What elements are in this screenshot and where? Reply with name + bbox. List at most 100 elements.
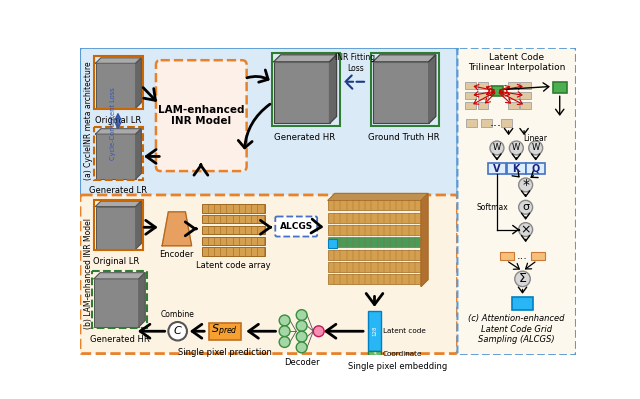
Bar xyxy=(209,323,241,340)
Text: Original LR: Original LR xyxy=(93,257,139,266)
Circle shape xyxy=(518,223,532,237)
Text: ×: × xyxy=(520,223,531,236)
Text: (a) CycleINR meta architecture: (a) CycleINR meta architecture xyxy=(84,62,93,180)
Polygon shape xyxy=(136,58,141,108)
Bar xyxy=(274,62,330,123)
Text: INR Fitting
Loss: INR Fitting Loss xyxy=(335,53,375,73)
Text: Combine: Combine xyxy=(161,310,195,319)
Circle shape xyxy=(279,315,290,326)
Text: Decoder: Decoder xyxy=(284,358,319,367)
Bar xyxy=(477,82,488,89)
Polygon shape xyxy=(94,273,145,279)
Bar xyxy=(94,127,143,180)
Bar xyxy=(466,119,477,127)
Bar xyxy=(367,351,381,358)
Polygon shape xyxy=(136,201,141,249)
Text: Ground Truth HR: Ground Truth HR xyxy=(368,132,440,142)
Circle shape xyxy=(529,141,543,155)
Polygon shape xyxy=(139,273,145,327)
Circle shape xyxy=(279,326,290,337)
Text: Generated HR: Generated HR xyxy=(90,335,149,344)
Polygon shape xyxy=(328,194,428,200)
Bar xyxy=(95,63,136,108)
Bar xyxy=(373,62,429,123)
FancyBboxPatch shape xyxy=(275,217,317,237)
Bar xyxy=(520,102,531,109)
Text: Σ: Σ xyxy=(518,273,527,285)
Text: V: V xyxy=(493,164,500,174)
Bar xyxy=(511,297,533,310)
Bar xyxy=(202,204,265,213)
Circle shape xyxy=(518,200,532,214)
Circle shape xyxy=(313,326,324,337)
Text: W: W xyxy=(512,144,520,152)
Bar xyxy=(500,252,514,261)
Text: Generated LR: Generated LR xyxy=(89,186,147,196)
Bar xyxy=(465,92,476,99)
Text: Single pixel prediction: Single pixel prediction xyxy=(178,348,272,357)
Circle shape xyxy=(279,337,290,348)
Polygon shape xyxy=(330,55,337,123)
Text: 3: 3 xyxy=(372,352,376,357)
Bar xyxy=(481,119,492,127)
Polygon shape xyxy=(162,212,191,246)
Text: W: W xyxy=(532,144,540,152)
Circle shape xyxy=(296,310,307,320)
Bar xyxy=(465,102,476,109)
Bar xyxy=(508,92,518,99)
Circle shape xyxy=(490,141,504,155)
Bar xyxy=(367,311,381,351)
Bar xyxy=(95,207,136,249)
Polygon shape xyxy=(95,201,141,207)
Text: LAM-enhanced
INR Model: LAM-enhanced INR Model xyxy=(157,105,244,126)
Polygon shape xyxy=(95,129,141,134)
Bar xyxy=(328,262,421,272)
Text: 128: 128 xyxy=(372,326,377,336)
Bar xyxy=(202,237,265,245)
Text: Latent code: Latent code xyxy=(383,328,426,334)
Text: Latent Code
Trilinear Interpolation: Latent Code Trilinear Interpolation xyxy=(468,53,565,72)
Text: W: W xyxy=(493,144,501,152)
Polygon shape xyxy=(274,55,337,62)
Bar xyxy=(328,250,421,260)
Text: (c) Attention-enhanced
Latent Code Grid
Sampling (ALCGS): (c) Attention-enhanced Latent Code Grid … xyxy=(468,314,564,344)
Text: ALCGS: ALCGS xyxy=(280,222,313,231)
Polygon shape xyxy=(421,194,428,286)
Text: Generated HR: Generated HR xyxy=(274,132,335,142)
Circle shape xyxy=(296,342,307,353)
Bar xyxy=(202,215,265,223)
FancyBboxPatch shape xyxy=(458,48,576,355)
Bar xyxy=(94,200,143,251)
Polygon shape xyxy=(373,55,436,62)
Bar xyxy=(508,102,518,109)
Bar xyxy=(477,102,488,109)
FancyBboxPatch shape xyxy=(156,60,246,171)
Bar xyxy=(328,239,337,248)
Bar xyxy=(272,53,340,126)
Bar xyxy=(488,163,506,174)
Circle shape xyxy=(515,271,531,286)
Bar xyxy=(328,225,421,235)
Text: Q: Q xyxy=(532,164,540,174)
Text: Linear: Linear xyxy=(524,134,548,143)
Text: Cycle-Consistent Loss: Cycle-Consistent Loss xyxy=(110,87,116,160)
Circle shape xyxy=(509,141,524,155)
Bar xyxy=(328,213,421,223)
Bar xyxy=(553,82,566,93)
Bar xyxy=(95,134,136,179)
Text: ...: ... xyxy=(517,251,528,261)
Bar xyxy=(527,163,545,174)
Polygon shape xyxy=(136,129,141,179)
Bar xyxy=(477,92,488,99)
Text: Single pixel embedding: Single pixel embedding xyxy=(348,362,447,371)
Bar xyxy=(531,252,545,261)
Bar xyxy=(465,82,476,89)
Bar xyxy=(520,82,531,89)
Text: Latent code array: Latent code array xyxy=(196,261,271,270)
Bar xyxy=(501,119,511,127)
Text: Encoder: Encoder xyxy=(159,251,194,259)
Text: Softmax: Softmax xyxy=(477,203,509,212)
Bar xyxy=(94,279,139,327)
Text: ...: ... xyxy=(490,116,501,129)
Bar xyxy=(328,200,421,210)
